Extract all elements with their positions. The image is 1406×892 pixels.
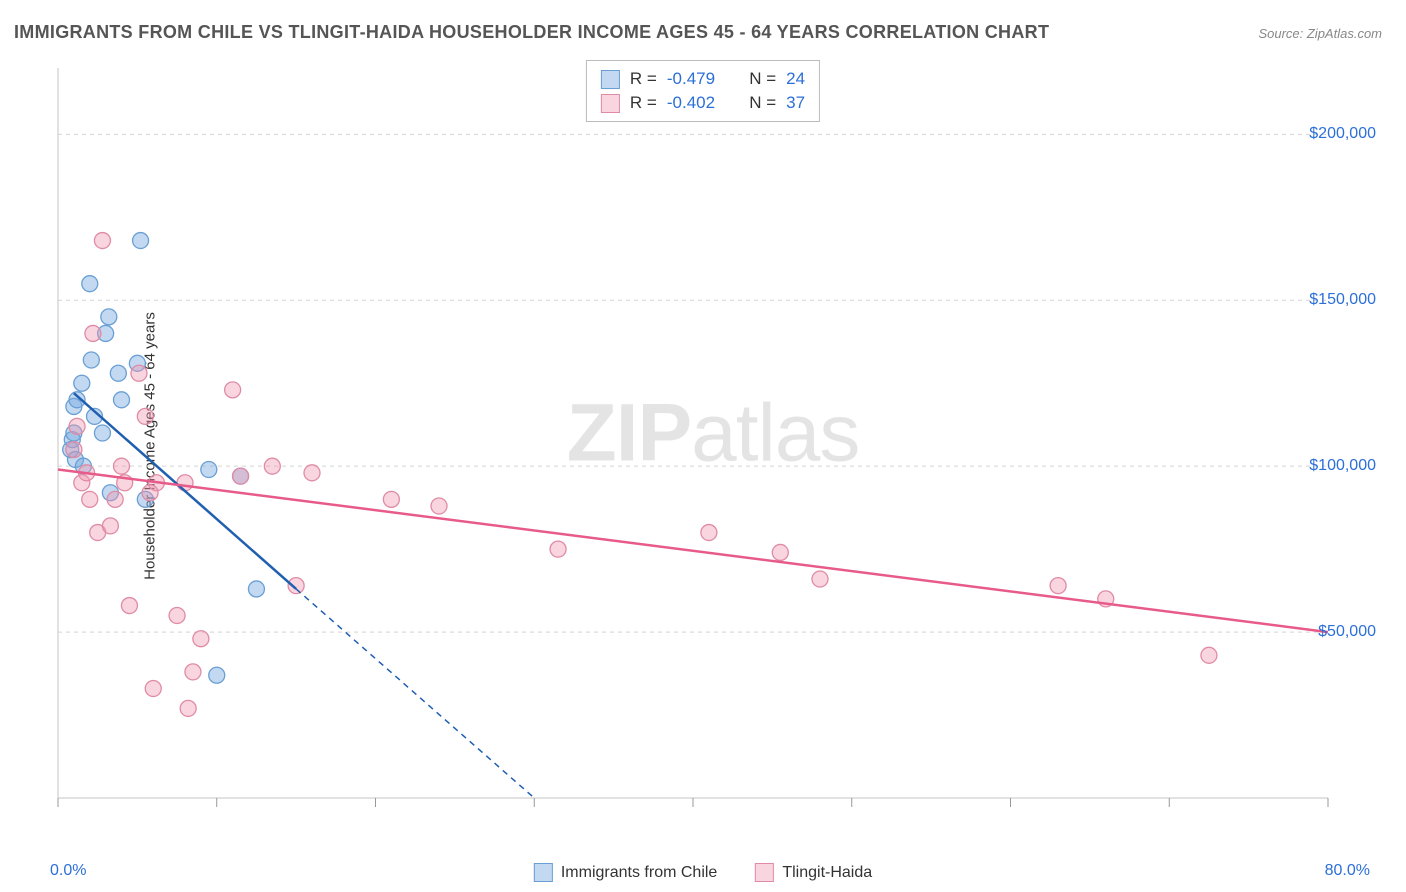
scatter-point: [264, 458, 280, 474]
scatter-point: [248, 581, 264, 597]
stat-n-label: N =: [749, 69, 776, 89]
scatter-point: [131, 365, 147, 381]
scatter-point: [701, 525, 717, 541]
scatter-point: [169, 608, 185, 624]
stat-r-value: -0.402: [667, 93, 715, 113]
legend-label: Tlingit-Haida: [782, 864, 872, 882]
scatter-point: [209, 667, 225, 683]
scatter-point: [772, 544, 788, 560]
y-tick-label: $200,000: [1309, 125, 1376, 143]
scatter-point: [114, 392, 130, 408]
scatter-point: [225, 382, 241, 398]
x-axis-min-label: 0.0%: [50, 862, 86, 880]
legend-item: Tlingit-Haida: [755, 863, 872, 882]
series-swatch: [601, 70, 620, 89]
scatter-point: [121, 598, 137, 614]
scatter-point: [812, 571, 828, 587]
trend-line: [58, 470, 1328, 633]
scatter-point: [142, 485, 158, 501]
scatter-point: [82, 491, 98, 507]
stat-r-label: R =: [630, 93, 657, 113]
stat-n-label: N =: [749, 93, 776, 113]
chart-title: IMMIGRANTS FROM CHILE VS TLINGIT-HAIDA H…: [14, 22, 1049, 43]
scatter-point: [94, 233, 110, 249]
source-attribution: Source: ZipAtlas.com: [1258, 26, 1382, 41]
scatter-point: [550, 541, 566, 557]
stat-n-value: 37: [786, 93, 805, 113]
scatter-point: [431, 498, 447, 514]
scatter-point: [102, 518, 118, 534]
scatter-point: [233, 468, 249, 484]
scatter-point: [193, 631, 209, 647]
scatter-point: [304, 465, 320, 481]
scatter-point: [1201, 647, 1217, 663]
legend-swatch: [534, 863, 553, 882]
stat-r-value: -0.479: [667, 69, 715, 89]
legend-swatch: [755, 863, 774, 882]
scatter-point: [1050, 578, 1066, 594]
scatter-point: [137, 408, 153, 424]
scatter-chart-svg: [48, 58, 1378, 828]
scatter-point: [185, 664, 201, 680]
chart-plot-area: ZIPatlas: [48, 58, 1378, 828]
stat-n-value: 24: [786, 69, 805, 89]
scatter-point: [177, 475, 193, 491]
scatter-point: [82, 276, 98, 292]
scatter-point: [85, 325, 101, 341]
scatter-point: [69, 418, 85, 434]
scatter-point: [114, 458, 130, 474]
y-tick-label: $100,000: [1309, 457, 1376, 475]
scatter-point: [110, 365, 126, 381]
x-axis-max-label: 80.0%: [1325, 862, 1370, 880]
scatter-point: [180, 700, 196, 716]
scatter-point: [74, 375, 90, 391]
scatter-point: [66, 442, 82, 458]
scatter-point: [133, 233, 149, 249]
y-tick-label: $150,000: [1309, 291, 1376, 309]
scatter-point: [201, 462, 217, 478]
scatter-point: [107, 491, 123, 507]
legend-label: Immigrants from Chile: [561, 864, 717, 882]
series-swatch: [601, 94, 620, 113]
scatter-point: [94, 425, 110, 441]
y-tick-label: $50,000: [1318, 623, 1376, 641]
scatter-point: [383, 491, 399, 507]
bottom-legend: Immigrants from Chile Tlingit-Haida: [534, 863, 872, 882]
scatter-point: [83, 352, 99, 368]
stats-row: R = -0.479 N = 24: [601, 67, 805, 91]
scatter-point: [145, 681, 161, 697]
trend-line-extrapolated: [296, 589, 534, 798]
stats-legend-box: R = -0.479 N = 24R = -0.402 N = 37: [586, 60, 820, 122]
legend-item: Immigrants from Chile: [534, 863, 717, 882]
scatter-point: [101, 309, 117, 325]
stats-row: R = -0.402 N = 37: [601, 91, 805, 115]
stat-r-label: R =: [630, 69, 657, 89]
